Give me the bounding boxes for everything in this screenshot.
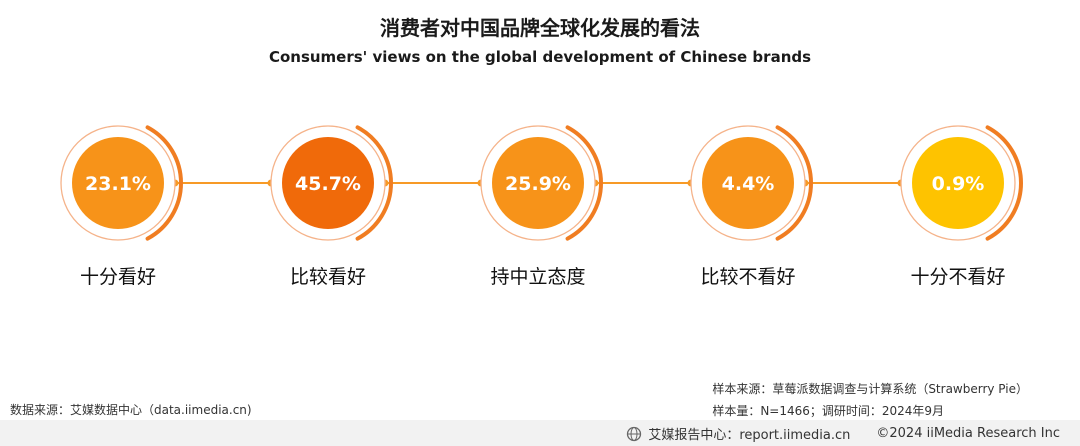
bubble-chart: 23.1% 十分看好 45.7% 比较看好 25.9% 持中立态度 4.4% 比较不看好 0.9… [60,125,1023,288]
category-label: 十分不看好 [910,266,1005,288]
category-label: 比较不看好 [700,266,795,288]
value-bubble [492,137,584,229]
value-label: 4.4% [722,173,775,195]
chart-title: 消费者对中国品牌全球化发展的看法 [380,16,700,40]
accent-arc [145,125,183,241]
category-label: 十分看好 [80,266,156,288]
value-label: 25.9% [505,173,571,195]
chart-subtitle: Consumers' views on the global developme… [268,48,812,66]
accent-arc [565,125,603,241]
value-bubble [282,137,374,229]
sample-info: 样本来源：草莓派数据调查与计算系统（Strawberry Pie） 样本量：N=… [712,378,1028,422]
brand-link[interactable]: 艾媒报告中心：report.iimedia.cn [648,428,851,443]
category-label: 持中立态度 [490,266,585,288]
category-label: 比较看好 [290,266,366,288]
footer-bar [0,420,1080,446]
value-bubble [72,137,164,229]
value-bubble [702,137,794,229]
globe-icon [627,426,642,441]
value-label: 45.7% [295,173,361,195]
sample-size: 样本量：N=1466；调研时间：2024年9月 [712,404,945,418]
data-source: 数据来源：艾媒数据中心（data.iimedia.cn) [10,403,252,417]
accent-arc [775,125,813,241]
copyright: ©2024 iiMedia Research Inc [876,426,1060,441]
accent-arc [985,125,1023,241]
accent-arc [355,125,393,241]
brand-info: 艾媒报告中心：report.iimedia.cn ©2024 iiMedia R… [626,424,1060,443]
value-label: 0.9% [932,173,985,195]
value-bubble [912,137,1004,229]
value-label: 23.1% [85,173,151,195]
sample-source: 样本来源：草莓派数据调查与计算系统（Strawberry Pie） [712,382,1028,396]
